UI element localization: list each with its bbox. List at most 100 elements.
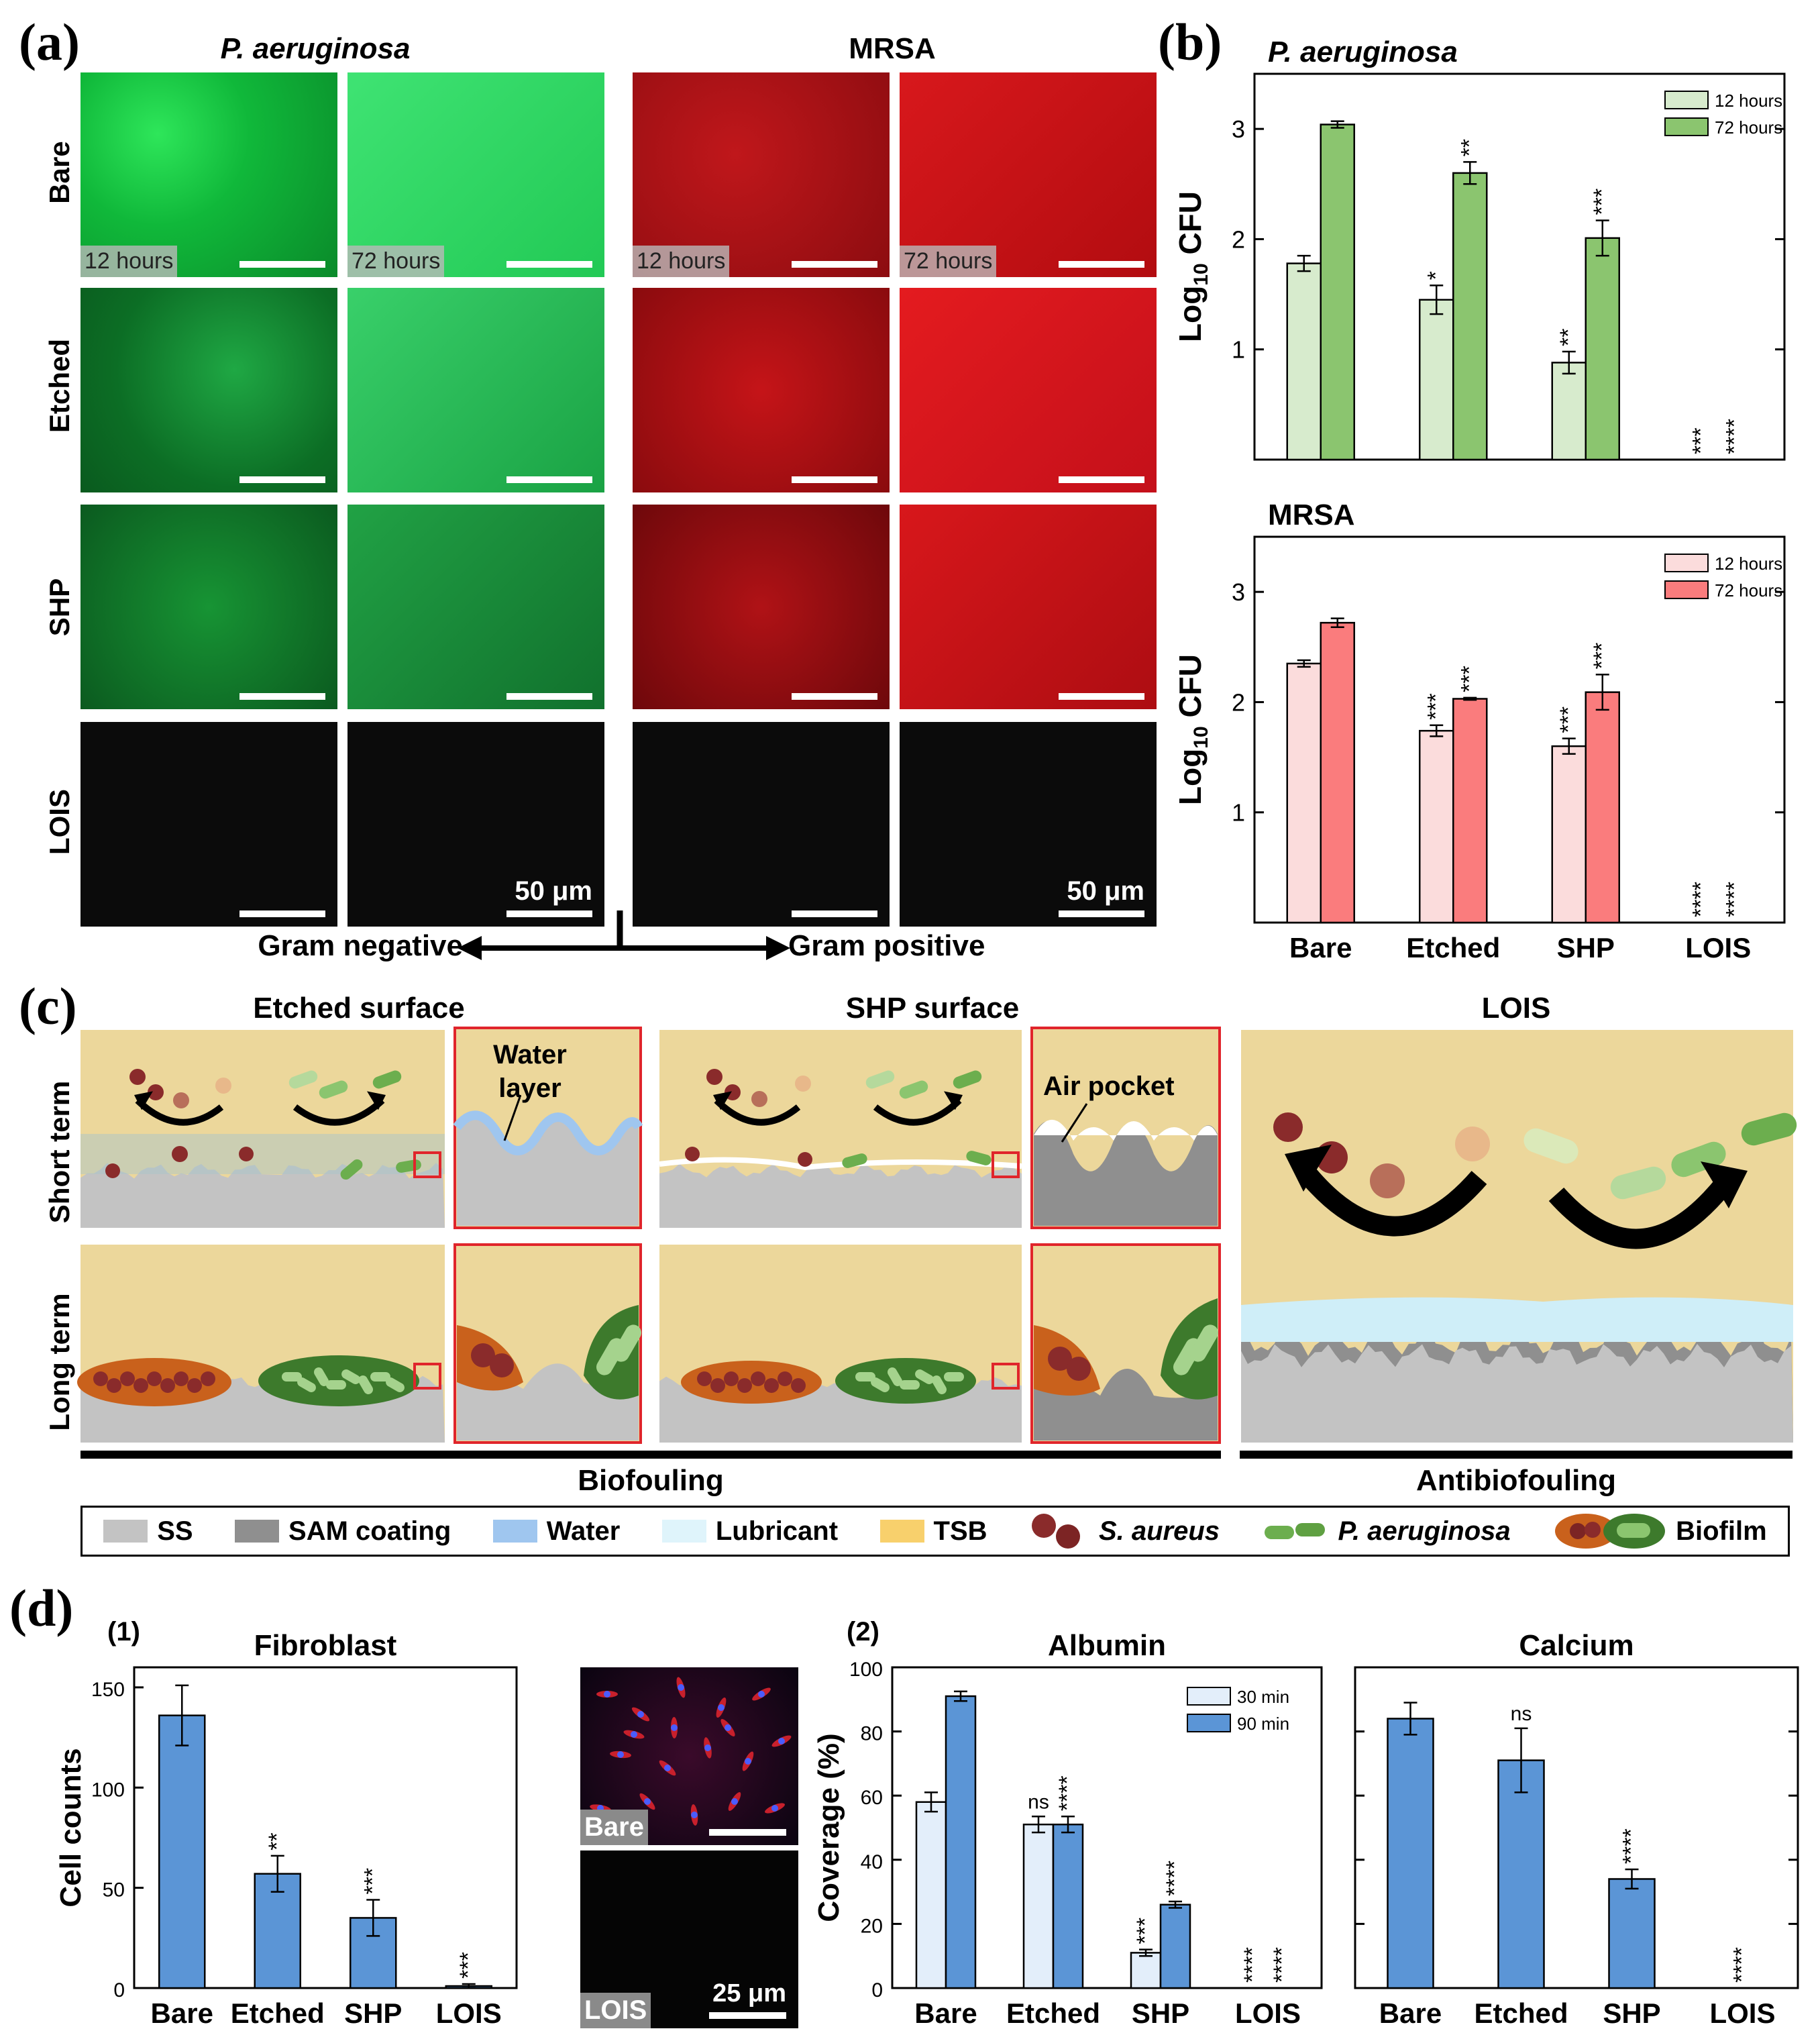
p-aeruginosa-cell xyxy=(297,1377,316,1392)
ss-swatch xyxy=(103,1520,148,1543)
significance-marker: ** xyxy=(1456,139,1482,156)
micrograph-pa-shp-12h xyxy=(81,505,337,709)
legend-water-text: Water xyxy=(546,1516,621,1546)
x-tick-label: Bare xyxy=(1379,1997,1442,2029)
cell-nucleus xyxy=(718,1704,725,1711)
sam-swatch xyxy=(235,1520,280,1543)
significance-stars: **** xyxy=(1721,882,1747,917)
cell-nucleus xyxy=(704,1744,711,1751)
bar xyxy=(1052,1823,1084,1989)
time-label: 72 hours xyxy=(900,246,997,277)
detach-arrow xyxy=(292,1098,385,1126)
bar xyxy=(1497,1759,1545,1989)
legend-sam-text: SAM coating xyxy=(288,1516,451,1546)
legend-ss-text: SS xyxy=(157,1516,193,1546)
s-aureus-cell xyxy=(737,1378,752,1393)
micrograph-mrsa-etched-12h xyxy=(633,288,890,492)
significance-stars: **** xyxy=(1729,1947,1755,1983)
scale-bar xyxy=(239,261,325,268)
s-aureus-cell xyxy=(710,1378,725,1393)
y-axis-label: Log10 CFU xyxy=(1173,191,1212,342)
s-aureus-cell xyxy=(105,1163,120,1178)
legend-p-aeruginosa: P. aeruginosa xyxy=(1262,1516,1511,1547)
p-aeruginosa-cell xyxy=(372,1070,402,1089)
fibroblast-lois-label: LOIS xyxy=(580,1993,651,2028)
micrograph-mrsa-etched-72h xyxy=(900,288,1157,492)
lois-substrate-inner xyxy=(1241,1344,1793,1443)
significance-label: ns xyxy=(1511,1703,1532,1725)
scale-bar xyxy=(506,693,592,700)
x-tick-label: Etched xyxy=(1006,1997,1100,2029)
y-tick-label: 2 xyxy=(1232,688,1245,716)
y-tick-label: 50 xyxy=(103,1879,125,1901)
y-tick-label: 2 xyxy=(1232,225,1245,253)
sub-label-2: (2) xyxy=(847,1617,879,1647)
scale-text: 50 μm xyxy=(1067,876,1144,906)
x-tick-label: Bare xyxy=(1289,932,1352,963)
p-aeruginosa-cell xyxy=(915,1369,934,1384)
s-aureus-cell xyxy=(147,1371,162,1386)
arrow-head xyxy=(713,1091,732,1110)
x-tick-label: Etched xyxy=(1406,932,1500,963)
s-aureus-cell xyxy=(215,1078,231,1094)
micrograph-pa-etched-12h xyxy=(81,288,337,492)
zoom-box xyxy=(413,1363,441,1390)
y-axis-label-text: Cell counts xyxy=(54,1748,87,1907)
significance-marker: **** xyxy=(1055,1775,1080,1811)
micrograph-pa-shp-72h xyxy=(347,505,604,709)
cell-nucleus xyxy=(778,1738,785,1744)
panel-a-title-mrsa: MRSA xyxy=(849,32,936,65)
significance-marker: **** xyxy=(1269,1947,1295,1983)
sub-label-1: (1) xyxy=(107,1617,140,1647)
bar xyxy=(1130,1952,1162,1989)
legend-s-aureus-text: S. aureus xyxy=(1098,1516,1220,1546)
significance-marker: ** xyxy=(1556,329,1581,346)
significance-marker: *** xyxy=(1456,666,1482,692)
etched-water-layer xyxy=(81,1134,445,1174)
s-aureus-cell xyxy=(778,1371,792,1386)
s-aureus-cell xyxy=(148,1084,164,1100)
s-aureus-cell xyxy=(751,1091,767,1107)
zoom-box xyxy=(992,1363,1020,1390)
significance-stars: **** xyxy=(1162,1861,1187,1896)
zoom-air-pocket xyxy=(1034,1119,1218,1141)
bar xyxy=(1022,1823,1055,1989)
micrograph-mrsa-lois-12h xyxy=(633,722,890,927)
scale-bar xyxy=(1059,261,1144,268)
legend-s-aureus: S. aureus xyxy=(1029,1512,1220,1550)
legend-biofilm-text: Biofilm xyxy=(1676,1516,1767,1546)
legend-label: 12 hours xyxy=(1715,554,1782,574)
micrograph-pa-lois-12h xyxy=(81,722,337,927)
x-tick-label: LOIS xyxy=(436,1997,502,2029)
scale-bar xyxy=(506,476,592,483)
significance-marker: **** xyxy=(1721,882,1747,917)
s-aureus-cell xyxy=(187,1378,202,1393)
chart-title: Fibroblast xyxy=(254,1630,397,1662)
significance-stars: ** xyxy=(1456,139,1482,156)
scale-bar xyxy=(792,261,877,268)
arrow-head xyxy=(367,1091,386,1110)
legend-swatch xyxy=(1187,1687,1231,1706)
significance-stars: **** xyxy=(1619,1828,1644,1864)
significance-stars: *** xyxy=(360,1868,385,1895)
s-aureus-cell xyxy=(724,1371,739,1386)
significance-stars: **** xyxy=(1240,1947,1265,1983)
bar xyxy=(1159,1903,1191,1989)
x-tick-label: LOIS xyxy=(1685,932,1751,963)
gram-negative-label: Gram negative xyxy=(258,929,463,962)
plot-frame xyxy=(891,1666,1323,1989)
bar xyxy=(1452,698,1488,924)
y-tick-label: 60 xyxy=(861,1787,883,1809)
zoom-water-film xyxy=(453,1110,643,1155)
p-aeruginosa-cell xyxy=(855,1372,875,1381)
x-tick-label: SHP xyxy=(344,1997,402,2029)
arrow-head xyxy=(1285,1145,1332,1192)
cell-nucleus xyxy=(725,1724,731,1731)
x-tick-label: Bare xyxy=(914,1997,977,2029)
s-aureus-cell xyxy=(93,1371,108,1386)
s-aureus-cell xyxy=(1067,1357,1091,1381)
scale-bar xyxy=(709,1829,786,1836)
s-aureus-cell xyxy=(172,1146,188,1162)
detach-arrow xyxy=(714,1098,801,1126)
shp-surface-title: SHP surface xyxy=(845,992,1020,1025)
